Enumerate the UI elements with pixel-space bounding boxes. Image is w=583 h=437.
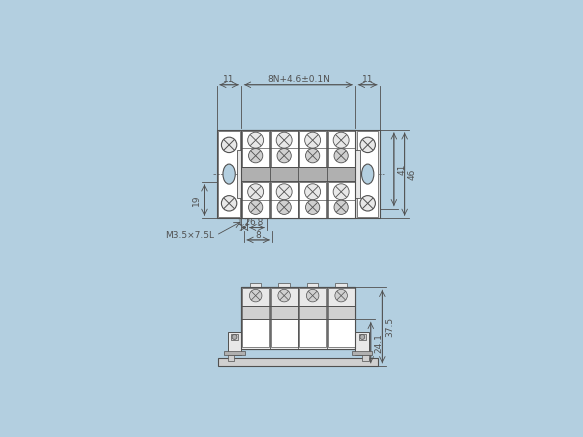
- Circle shape: [222, 196, 237, 211]
- Bar: [224, 351, 244, 355]
- Bar: [250, 283, 261, 287]
- Bar: [328, 288, 354, 306]
- Circle shape: [222, 137, 237, 153]
- Circle shape: [333, 132, 349, 148]
- Text: 19: 19: [192, 194, 201, 206]
- Circle shape: [277, 149, 292, 163]
- Bar: [217, 130, 241, 218]
- Bar: [241, 167, 356, 181]
- Text: 6.8: 6.8: [250, 218, 264, 228]
- Bar: [335, 283, 347, 287]
- Bar: [299, 182, 326, 218]
- Text: 11: 11: [362, 75, 374, 84]
- Bar: [362, 355, 369, 361]
- Bar: [357, 132, 378, 217]
- Circle shape: [277, 200, 292, 215]
- Bar: [241, 287, 356, 349]
- Bar: [242, 319, 269, 347]
- Circle shape: [248, 184, 264, 200]
- Bar: [227, 355, 234, 361]
- Bar: [227, 332, 241, 355]
- Bar: [299, 288, 326, 306]
- Bar: [356, 150, 360, 198]
- Circle shape: [248, 200, 263, 215]
- Bar: [328, 319, 354, 347]
- Text: 46: 46: [408, 168, 417, 180]
- Bar: [359, 334, 366, 340]
- Bar: [237, 150, 241, 198]
- Circle shape: [360, 196, 375, 211]
- Bar: [231, 334, 238, 340]
- Bar: [242, 306, 269, 319]
- Bar: [271, 306, 298, 319]
- Bar: [328, 131, 354, 167]
- Bar: [218, 132, 240, 217]
- Bar: [279, 283, 290, 287]
- Circle shape: [276, 184, 292, 200]
- Circle shape: [333, 184, 349, 200]
- Bar: [218, 358, 378, 366]
- Bar: [271, 131, 298, 167]
- Circle shape: [276, 132, 292, 148]
- Bar: [356, 332, 369, 355]
- Bar: [242, 182, 269, 218]
- Circle shape: [305, 200, 319, 215]
- Bar: [242, 288, 269, 306]
- Bar: [299, 319, 326, 347]
- Ellipse shape: [361, 164, 374, 184]
- Circle shape: [278, 289, 290, 302]
- Text: 37.5: 37.5: [385, 316, 395, 336]
- Text: 8N+4.6±0.1N: 8N+4.6±0.1N: [267, 75, 330, 84]
- Text: M3.5×7.5L: M3.5×7.5L: [166, 231, 215, 240]
- Bar: [328, 306, 354, 319]
- Bar: [242, 131, 269, 167]
- Circle shape: [360, 335, 365, 340]
- Bar: [271, 182, 298, 218]
- Bar: [328, 182, 354, 218]
- Text: 11: 11: [223, 75, 235, 84]
- Circle shape: [307, 289, 319, 302]
- Circle shape: [250, 289, 262, 302]
- Circle shape: [334, 200, 348, 215]
- Bar: [299, 306, 326, 319]
- Circle shape: [248, 149, 263, 163]
- Bar: [271, 319, 298, 347]
- Text: 8: 8: [255, 231, 261, 240]
- Circle shape: [305, 184, 321, 200]
- Circle shape: [305, 149, 319, 163]
- Text: 24.1: 24.1: [374, 333, 383, 353]
- Ellipse shape: [223, 164, 236, 184]
- Circle shape: [232, 335, 237, 340]
- Circle shape: [334, 149, 348, 163]
- Bar: [356, 130, 380, 218]
- Circle shape: [248, 132, 264, 148]
- Bar: [241, 287, 356, 349]
- Text: 1.2: 1.2: [237, 218, 251, 228]
- Circle shape: [335, 289, 347, 302]
- Text: 41: 41: [397, 163, 406, 175]
- Circle shape: [360, 137, 375, 153]
- Bar: [271, 288, 298, 306]
- Bar: [352, 351, 373, 355]
- Bar: [241, 130, 356, 218]
- Circle shape: [305, 132, 321, 148]
- Bar: [299, 131, 326, 167]
- Bar: [307, 283, 318, 287]
- Bar: [241, 130, 356, 218]
